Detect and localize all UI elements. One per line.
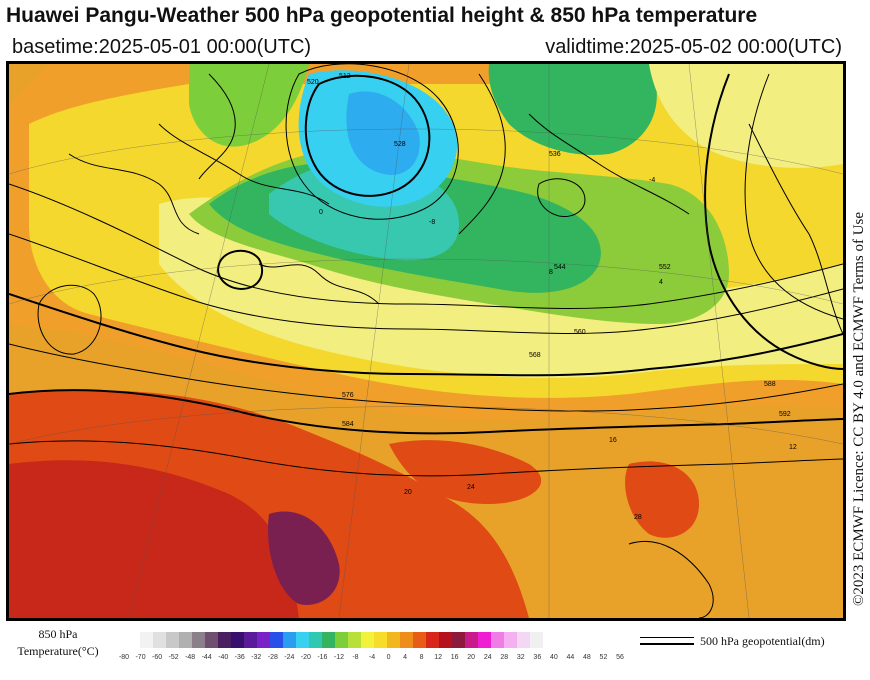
colorbar-tick-label: -48 [185, 654, 195, 661]
colorbar-tick-label: 40 [550, 654, 558, 661]
colorbar-tick-label: 48 [583, 654, 591, 661]
colorbar-cell [439, 632, 452, 648]
contour-label: 528 [394, 141, 406, 148]
temperature-label: 16 [609, 437, 617, 444]
colorbar-cell [192, 632, 205, 648]
colorbar-tick-label: 20 [467, 654, 475, 661]
colorbar-tick-label: 52 [600, 654, 608, 661]
colorbar-cell [465, 632, 478, 648]
temperature-legend-label: 850 hPa Temperature(°C) [4, 626, 112, 660]
colorbar-cell [322, 632, 335, 648]
thin-contour-swatch [640, 637, 694, 638]
temperature-label: 12 [789, 444, 797, 451]
colorbar-cell [309, 632, 322, 648]
temperature-label: 8 [549, 269, 553, 276]
colorbar-tick-label: -24 [284, 654, 294, 661]
colorbar-tick-label: 28 [500, 654, 508, 661]
colorbar-tick-label: 16 [451, 654, 459, 661]
colorbar-cell [426, 632, 439, 648]
colorbar-tick-label: 32 [517, 654, 525, 661]
colorbar-tick-label: 56 [616, 654, 624, 661]
colorbar-cell [478, 632, 491, 648]
colorbar-cell [218, 632, 231, 648]
colorbar-cell [452, 632, 465, 648]
temperature-label: 0 [319, 209, 323, 216]
colorbar-cell [257, 632, 270, 648]
contour-label: 520 [307, 79, 319, 86]
contour-label: 512 [339, 73, 351, 80]
colorbar-cell [361, 632, 374, 648]
colorbar-cell [244, 632, 257, 648]
temperature-label: -4 [649, 177, 655, 184]
colorbar-tick-label: 36 [533, 654, 541, 661]
colorbar-cell [140, 632, 153, 648]
temperature-label: -8 [429, 219, 435, 226]
contour-label: 560 [574, 329, 586, 336]
colorbar-cell [231, 632, 244, 648]
temperature-label: 20 [404, 489, 412, 496]
colorbar-cell [413, 632, 426, 648]
colorbar-cell [517, 632, 530, 648]
colorbar-tick-label: -52 [169, 654, 179, 661]
colorbar-tick-label: 0 [387, 654, 391, 661]
colorbar-cell [530, 632, 543, 648]
colorbar-cell [348, 632, 361, 648]
colorbar-tick-label: 24 [484, 654, 492, 661]
colorbar-tick-label: -28 [268, 654, 278, 661]
colorbar-tick-label: -8 [352, 654, 358, 661]
colorbar-ticks: -80 -70 -60 -52 -48 -44 -40 -36 -32 -28 -24 -20 -16-… [118, 654, 628, 666]
contour-label: 536 [549, 151, 561, 158]
temperature-label: 24 [467, 484, 475, 491]
contour-label: 588 [764, 381, 776, 388]
colorbar-cell [491, 632, 504, 648]
colorbar-cell [270, 632, 283, 648]
colorbar-cell [504, 632, 517, 648]
colorbar-tick-label: 4 [403, 654, 407, 661]
temperature-legend-line2: Temperature(°C) [4, 643, 112, 660]
colorbar-cell [283, 632, 296, 648]
colorbar-tick-label: -60 [152, 654, 162, 661]
colorbar-tick-label: -20 [301, 654, 311, 661]
colorbar-tick-label: -70 [135, 654, 145, 661]
colorbar-tick-label: -12 [334, 654, 344, 661]
colorbar-tick-label: -44 [202, 654, 212, 661]
colorbar-cell [296, 632, 309, 648]
validtime-label: validtime:2025-05-02 00:00(UTC) [545, 36, 842, 59]
colorbar-tick-label: -32 [251, 654, 261, 661]
colorbar-tick-label: -4 [369, 654, 375, 661]
colorbar-cell [374, 632, 387, 648]
contour-label: 592 [779, 411, 791, 418]
colorbar-tick-label: -36 [235, 654, 245, 661]
colorbar-tick-label: -40 [218, 654, 228, 661]
colorbar-cell [387, 632, 400, 648]
licence-text: ©2023 ECMWF Licence: CC BY 4.0 and ECMWF… [851, 212, 868, 606]
weather-map[interactable]: 512 520 528 536 544 552 560 568 576 584 … [6, 61, 846, 621]
colorbar-cell [166, 632, 179, 648]
contour-label: 544 [554, 264, 566, 271]
colorbar-tick-label: 8 [420, 654, 424, 661]
map-title: Huawei Pangu-Weather 500 hPa geopotentia… [6, 4, 866, 28]
basetime-label: basetime:2025-05-01 00:00(UTC) [12, 36, 311, 59]
colorbar-cell [179, 632, 192, 648]
colorbar-cell [205, 632, 218, 648]
contour-label: 552 [659, 264, 671, 271]
colorbar-tick-label: 12 [434, 654, 442, 661]
contour-label: 576 [342, 392, 354, 399]
contour-label: 584 [342, 421, 354, 428]
contour-legend-label: 500 hPa geopotential(dm) [700, 634, 825, 649]
colorbar-tick-label: 44 [566, 654, 574, 661]
temperature-colorbar [140, 632, 543, 648]
temperature-legend-line1: 850 hPa [4, 626, 112, 643]
map-canvas: 512 520 528 536 544 552 560 568 576 584 … [9, 64, 843, 618]
colorbar-cell [400, 632, 413, 648]
contour-label: 568 [529, 352, 541, 359]
colorbar-tick-label: -16 [317, 654, 327, 661]
temperature-label: 28 [634, 514, 642, 521]
colorbar-cell [335, 632, 348, 648]
thick-contour-swatch [640, 643, 694, 645]
contour-legend: 500 hPa geopotential(dm) [640, 634, 860, 654]
temperature-label: 4 [659, 279, 663, 286]
colorbar-cell [153, 632, 166, 648]
colorbar-tick-label: -80 [119, 654, 129, 661]
